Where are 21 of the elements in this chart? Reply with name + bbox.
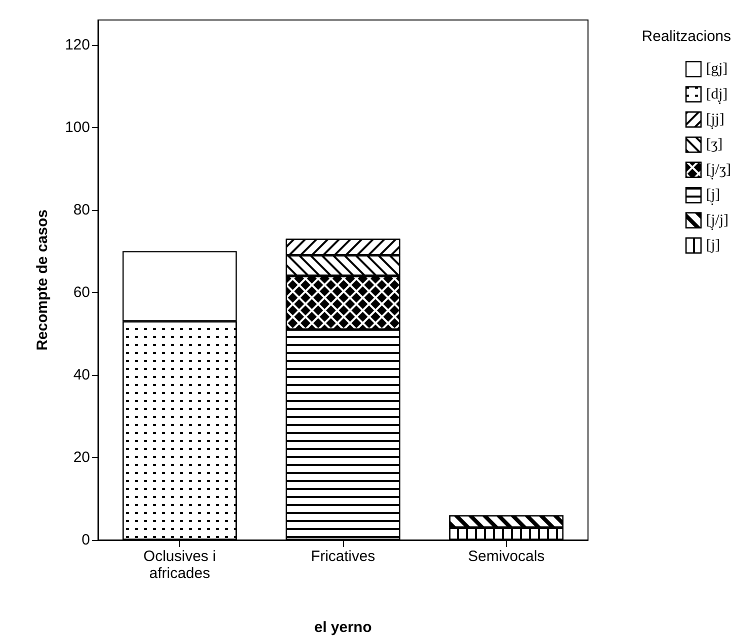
legend-label: [j] (706, 238, 720, 254)
y-tick-label: 80 (73, 201, 90, 218)
legend-label: [ʒ] (706, 136, 723, 153)
legend-title: Realitzacions (642, 28, 732, 45)
y-axis-title: Recompte de casos (34, 210, 51, 350)
y-tick-label: 60 (73, 284, 90, 301)
y-tick-label: 100 (64, 118, 90, 136)
y-tick-label: 120 (64, 36, 90, 54)
x-tick-label: Fricatives (310, 548, 376, 565)
legend-label: [dj̣] (706, 86, 728, 105)
x-tick-label: Oclusives i africades (143, 548, 216, 582)
x-tick-label: Semivocals (468, 548, 545, 565)
legend-label: [gj] (706, 61, 728, 78)
legend-label: [j̣j] (706, 112, 724, 130)
x-axis-title: el yerno (314, 619, 372, 636)
legend-label: [j̣] (706, 187, 720, 206)
y-tick-label: 0 (82, 532, 90, 548)
y-tick-label: 40 (73, 366, 90, 384)
y-tick-label: 20 (73, 448, 90, 466)
legend-label: [j̣/ʒ] (706, 162, 731, 180)
legend-label: [j̣/j] (706, 212, 729, 231)
